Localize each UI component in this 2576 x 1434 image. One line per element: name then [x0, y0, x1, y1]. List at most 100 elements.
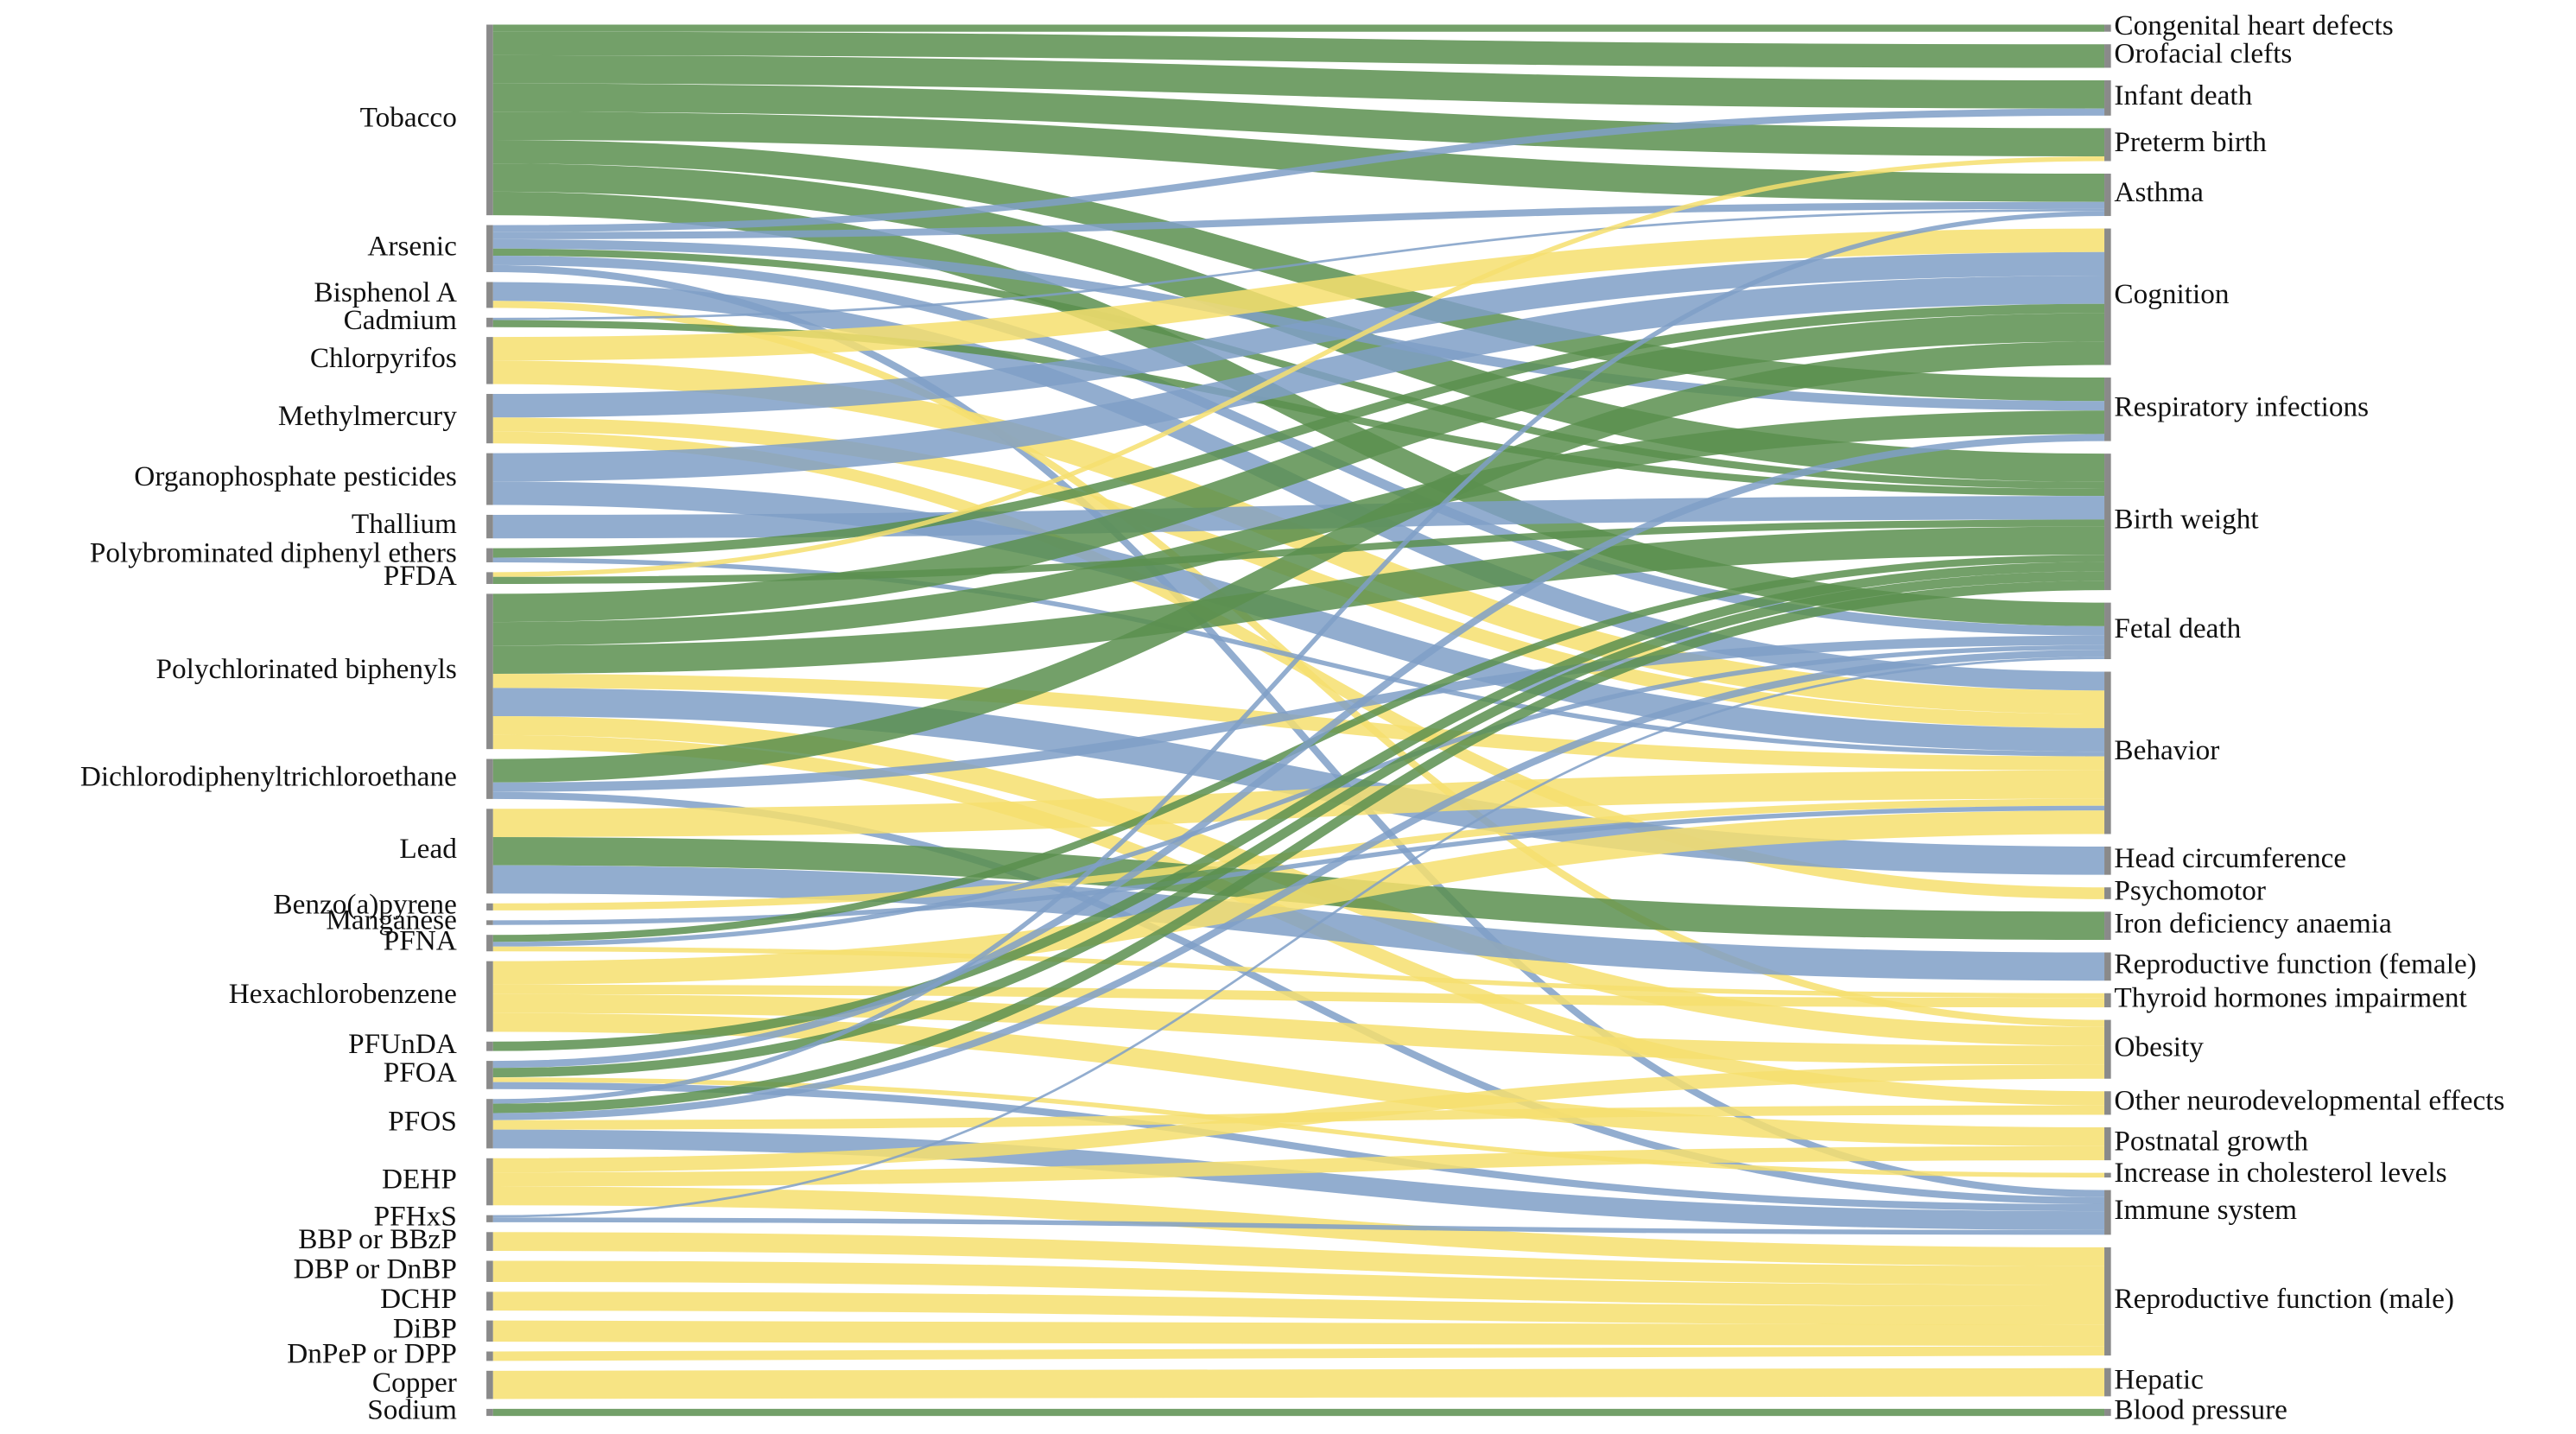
target-node: [2104, 228, 2111, 365]
source-node: [486, 1351, 493, 1361]
target-node: [2104, 454, 2111, 591]
link: [492, 208, 2105, 320]
target-node: [2104, 24, 2111, 32]
link: [492, 1320, 2105, 1347]
source-node: [486, 514, 493, 539]
source-label: Bisphenol A: [314, 276, 456, 308]
link: [492, 211, 2105, 1104]
source-node: [486, 394, 493, 444]
source-label: Arsenic: [367, 230, 456, 262]
source-label: DnPeP or DPP: [287, 1338, 457, 1370]
source-label: DBP or DnBP: [294, 1253, 457, 1285]
source-label: Hexachlorobenzene: [229, 978, 457, 1010]
link: [492, 650, 2105, 1120]
link: [492, 571, 2105, 1078]
source-label: Cadmium: [344, 304, 457, 336]
source-label: DCHP: [380, 1283, 457, 1315]
target-node: [2104, 79, 2111, 116]
source-node: [486, 337, 493, 384]
link: [492, 798, 2105, 911]
target-label: Other neurodevelopmental effects: [2114, 1084, 2504, 1116]
link: [492, 644, 2105, 947]
link: [492, 673, 2105, 771]
source-label: Thallium: [352, 508, 457, 540]
target-label: Increase in cholesterol levels: [2114, 1157, 2446, 1189]
target-label: Preterm birth: [2114, 126, 2267, 158]
target-node: [2104, 1172, 2111, 1178]
source-label: PFOS: [388, 1105, 457, 1137]
link: [492, 83, 2105, 157]
source-node: [486, 1260, 493, 1282]
link: [492, 1129, 2105, 1230]
nodes: [486, 24, 2111, 1417]
source-label: Lead: [399, 833, 457, 865]
source-label: Organophosphate pesticides: [134, 460, 457, 492]
target-node: [2104, 671, 2111, 834]
target-node: [2104, 1126, 2111, 1161]
link: [492, 562, 2105, 1051]
source-node: [486, 1099, 493, 1149]
source-label: Copper: [372, 1367, 457, 1399]
link: [492, 156, 2105, 577]
source-node: [486, 903, 493, 911]
source-node: [486, 1291, 493, 1311]
target-label: Thyroid hormones impairment: [2114, 982, 2467, 1014]
target-node: [2104, 1247, 2111, 1356]
link: [492, 410, 2105, 646]
source-label: PFDA: [384, 560, 457, 592]
source-node: [486, 1370, 493, 1399]
source-node: [486, 758, 493, 799]
target-node: [2104, 174, 2111, 217]
link: [492, 984, 2105, 1008]
link: [492, 1260, 2105, 1306]
source-label: DiBP: [393, 1312, 457, 1344]
link: [492, 657, 2105, 1218]
target-node: [2104, 911, 2111, 941]
target-node: [2104, 1091, 2111, 1115]
link: [492, 313, 2105, 623]
link: [492, 31, 2105, 68]
link: [492, 251, 2105, 418]
target-label: Psychomotor: [2114, 875, 2266, 907]
target-label: Blood pressure: [2114, 1394, 2287, 1426]
link: [492, 635, 2105, 792]
link: [492, 993, 2105, 1065]
link: [492, 865, 2105, 981]
target-label: Congenital heart defects: [2114, 10, 2393, 41]
link: [492, 1367, 2105, 1399]
link: [492, 434, 2105, 1069]
target-label: Hepatic: [2114, 1364, 2203, 1396]
link: [492, 228, 2105, 361]
source-label: Polychlorinated biphenyls: [156, 653, 457, 685]
source-label: Chlorpyrifos: [310, 342, 457, 374]
source-label: Methylmercury: [278, 400, 457, 432]
links: [492, 24, 2105, 1417]
target-node: [2104, 952, 2111, 981]
source-node: [486, 453, 493, 505]
target-node: [2104, 1367, 2111, 1397]
link: [492, 581, 2105, 1114]
target-label: Head circumference: [2114, 842, 2346, 874]
target-label: Immune system: [2114, 1194, 2297, 1226]
target-node: [2104, 128, 2111, 162]
source-node: [486, 282, 493, 308]
target-label: Reproductive function (female): [2114, 949, 2476, 980]
source-node: [486, 1158, 493, 1206]
source-node: [486, 1232, 493, 1252]
link: [492, 1012, 2105, 1146]
source-label: Manganese: [326, 904, 456, 936]
source-node: [486, 548, 493, 562]
link: [492, 688, 2105, 875]
target-node: [2104, 44, 2111, 68]
target-label: Orofacial clefts: [2114, 37, 2292, 69]
target-node: [2104, 602, 2111, 660]
target-label: Respiratory infections: [2114, 390, 2369, 422]
target-label: Iron deficiency anaemia: [2114, 907, 2392, 939]
target-node: [2104, 846, 2111, 875]
source-label: Dichlorodiphenyltrichloroethane: [80, 760, 457, 792]
source-node: [486, 1041, 493, 1051]
source-label: PFOA: [384, 1056, 457, 1088]
source-node: [486, 572, 493, 584]
